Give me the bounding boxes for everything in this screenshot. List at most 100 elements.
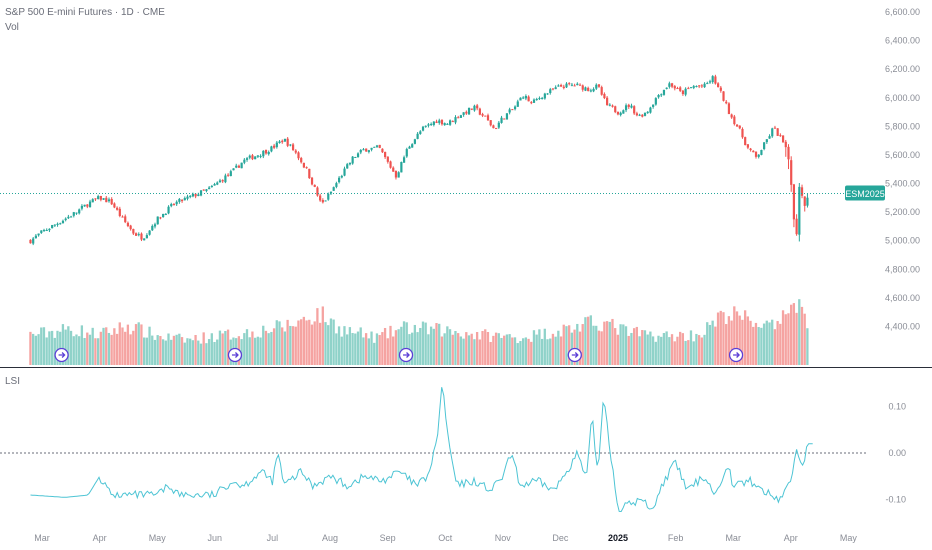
candle-body bbox=[424, 125, 427, 127]
candles-layer bbox=[0, 74, 845, 246]
volume-bar bbox=[578, 331, 582, 365]
candle-body bbox=[332, 187, 335, 191]
candle-body bbox=[711, 76, 714, 83]
volume-bar bbox=[749, 320, 752, 365]
candle-body bbox=[340, 175, 343, 178]
candle-body bbox=[551, 88, 555, 90]
chart-title: S&P 500 E-mini Futures · 1D · CME bbox=[5, 7, 165, 18]
volume-bar bbox=[262, 325, 265, 365]
volume-bar bbox=[410, 332, 414, 365]
candle-body bbox=[208, 187, 211, 190]
volume-bar bbox=[470, 333, 473, 365]
candle-body bbox=[679, 87, 682, 91]
candle-body bbox=[557, 85, 560, 87]
volume-bar bbox=[53, 337, 56, 365]
candle-body bbox=[470, 108, 473, 110]
price-axis-tick: 4,400.00 bbox=[885, 321, 920, 331]
arrow-right-circle-icon[interactable] bbox=[54, 347, 69, 363]
candle-body bbox=[237, 165, 241, 168]
candle-body bbox=[88, 201, 92, 208]
candle-body bbox=[795, 218, 798, 235]
volume-bar bbox=[646, 334, 649, 365]
volume-bar bbox=[762, 323, 766, 365]
volume-bar bbox=[573, 329, 576, 365]
price-axis-tick: 5,600.00 bbox=[885, 150, 920, 160]
candle-body bbox=[183, 198, 186, 201]
volume-bar bbox=[161, 339, 165, 365]
candle-body bbox=[210, 186, 213, 188]
volume-bar bbox=[370, 331, 373, 365]
candle-body bbox=[430, 123, 433, 125]
volume-bar bbox=[494, 332, 498, 365]
candle-body bbox=[798, 186, 801, 235]
candle-body bbox=[773, 127, 777, 129]
arrow-right-circle-icon[interactable] bbox=[398, 347, 414, 363]
candle-body bbox=[619, 112, 622, 116]
volume-bar bbox=[364, 333, 368, 365]
candle-body bbox=[522, 97, 525, 99]
volume-bar bbox=[654, 341, 657, 365]
candle-body bbox=[194, 193, 197, 197]
volume-bar bbox=[511, 337, 514, 365]
volume-bar bbox=[29, 331, 32, 365]
candle-body bbox=[164, 213, 167, 215]
candle-body bbox=[432, 121, 435, 125]
candle-body bbox=[543, 93, 546, 99]
candle-body bbox=[435, 121, 438, 124]
candle-body bbox=[649, 107, 652, 113]
candle-body bbox=[589, 90, 592, 92]
volume-bar bbox=[643, 330, 647, 365]
arrow-right-circle-icon[interactable] bbox=[227, 347, 243, 363]
volume-bar bbox=[551, 333, 555, 365]
candle-body bbox=[240, 162, 243, 169]
volume-bar bbox=[126, 324, 130, 365]
candle-body bbox=[587, 87, 590, 91]
candle-body bbox=[722, 91, 725, 101]
candle-body bbox=[132, 229, 135, 234]
volume-bar bbox=[346, 334, 349, 365]
candle-body bbox=[351, 156, 354, 164]
volume-bar bbox=[327, 325, 330, 365]
volume-bar bbox=[34, 335, 37, 365]
candle-body bbox=[29, 239, 32, 244]
volume-bar bbox=[375, 333, 379, 365]
events-layer bbox=[54, 347, 744, 363]
price-axis-tick: 4,800.00 bbox=[885, 264, 920, 274]
arrow-right-circle-icon[interactable] bbox=[728, 347, 744, 363]
volume-bar bbox=[738, 315, 741, 365]
candle-body bbox=[408, 146, 411, 149]
candle-body bbox=[803, 196, 806, 206]
volume-bar bbox=[142, 337, 146, 365]
candle-body bbox=[421, 126, 425, 131]
candle-body bbox=[708, 81, 712, 83]
candle-body bbox=[61, 220, 65, 224]
volume-bar bbox=[118, 322, 121, 365]
candle-body bbox=[278, 141, 281, 144]
candle-body bbox=[151, 225, 154, 231]
candle-body bbox=[297, 152, 300, 159]
time-axis-tick: Mar bbox=[34, 533, 50, 543]
volume-bar bbox=[516, 343, 519, 365]
candle-body bbox=[703, 83, 706, 88]
candle-body bbox=[438, 120, 441, 123]
volume-bar bbox=[316, 308, 319, 365]
volume-bar bbox=[381, 332, 384, 365]
candle-body bbox=[614, 106, 617, 113]
arrow-right-circle-icon[interactable] bbox=[567, 347, 582, 363]
candle-body bbox=[668, 83, 671, 87]
volume-bar bbox=[413, 324, 417, 365]
volume-bar bbox=[78, 336, 81, 365]
candle-body bbox=[497, 122, 500, 128]
time-axis-tick: May bbox=[149, 533, 167, 543]
volume-bar bbox=[768, 322, 771, 365]
candle-body bbox=[124, 216, 127, 223]
candle-body bbox=[771, 128, 774, 137]
volume-bar bbox=[540, 338, 544, 365]
candle-body bbox=[646, 111, 649, 113]
candle-body bbox=[519, 97, 522, 101]
candle-body bbox=[300, 158, 303, 163]
candle-body bbox=[467, 107, 471, 115]
volume-bar bbox=[527, 338, 530, 365]
candle-body bbox=[156, 216, 159, 225]
